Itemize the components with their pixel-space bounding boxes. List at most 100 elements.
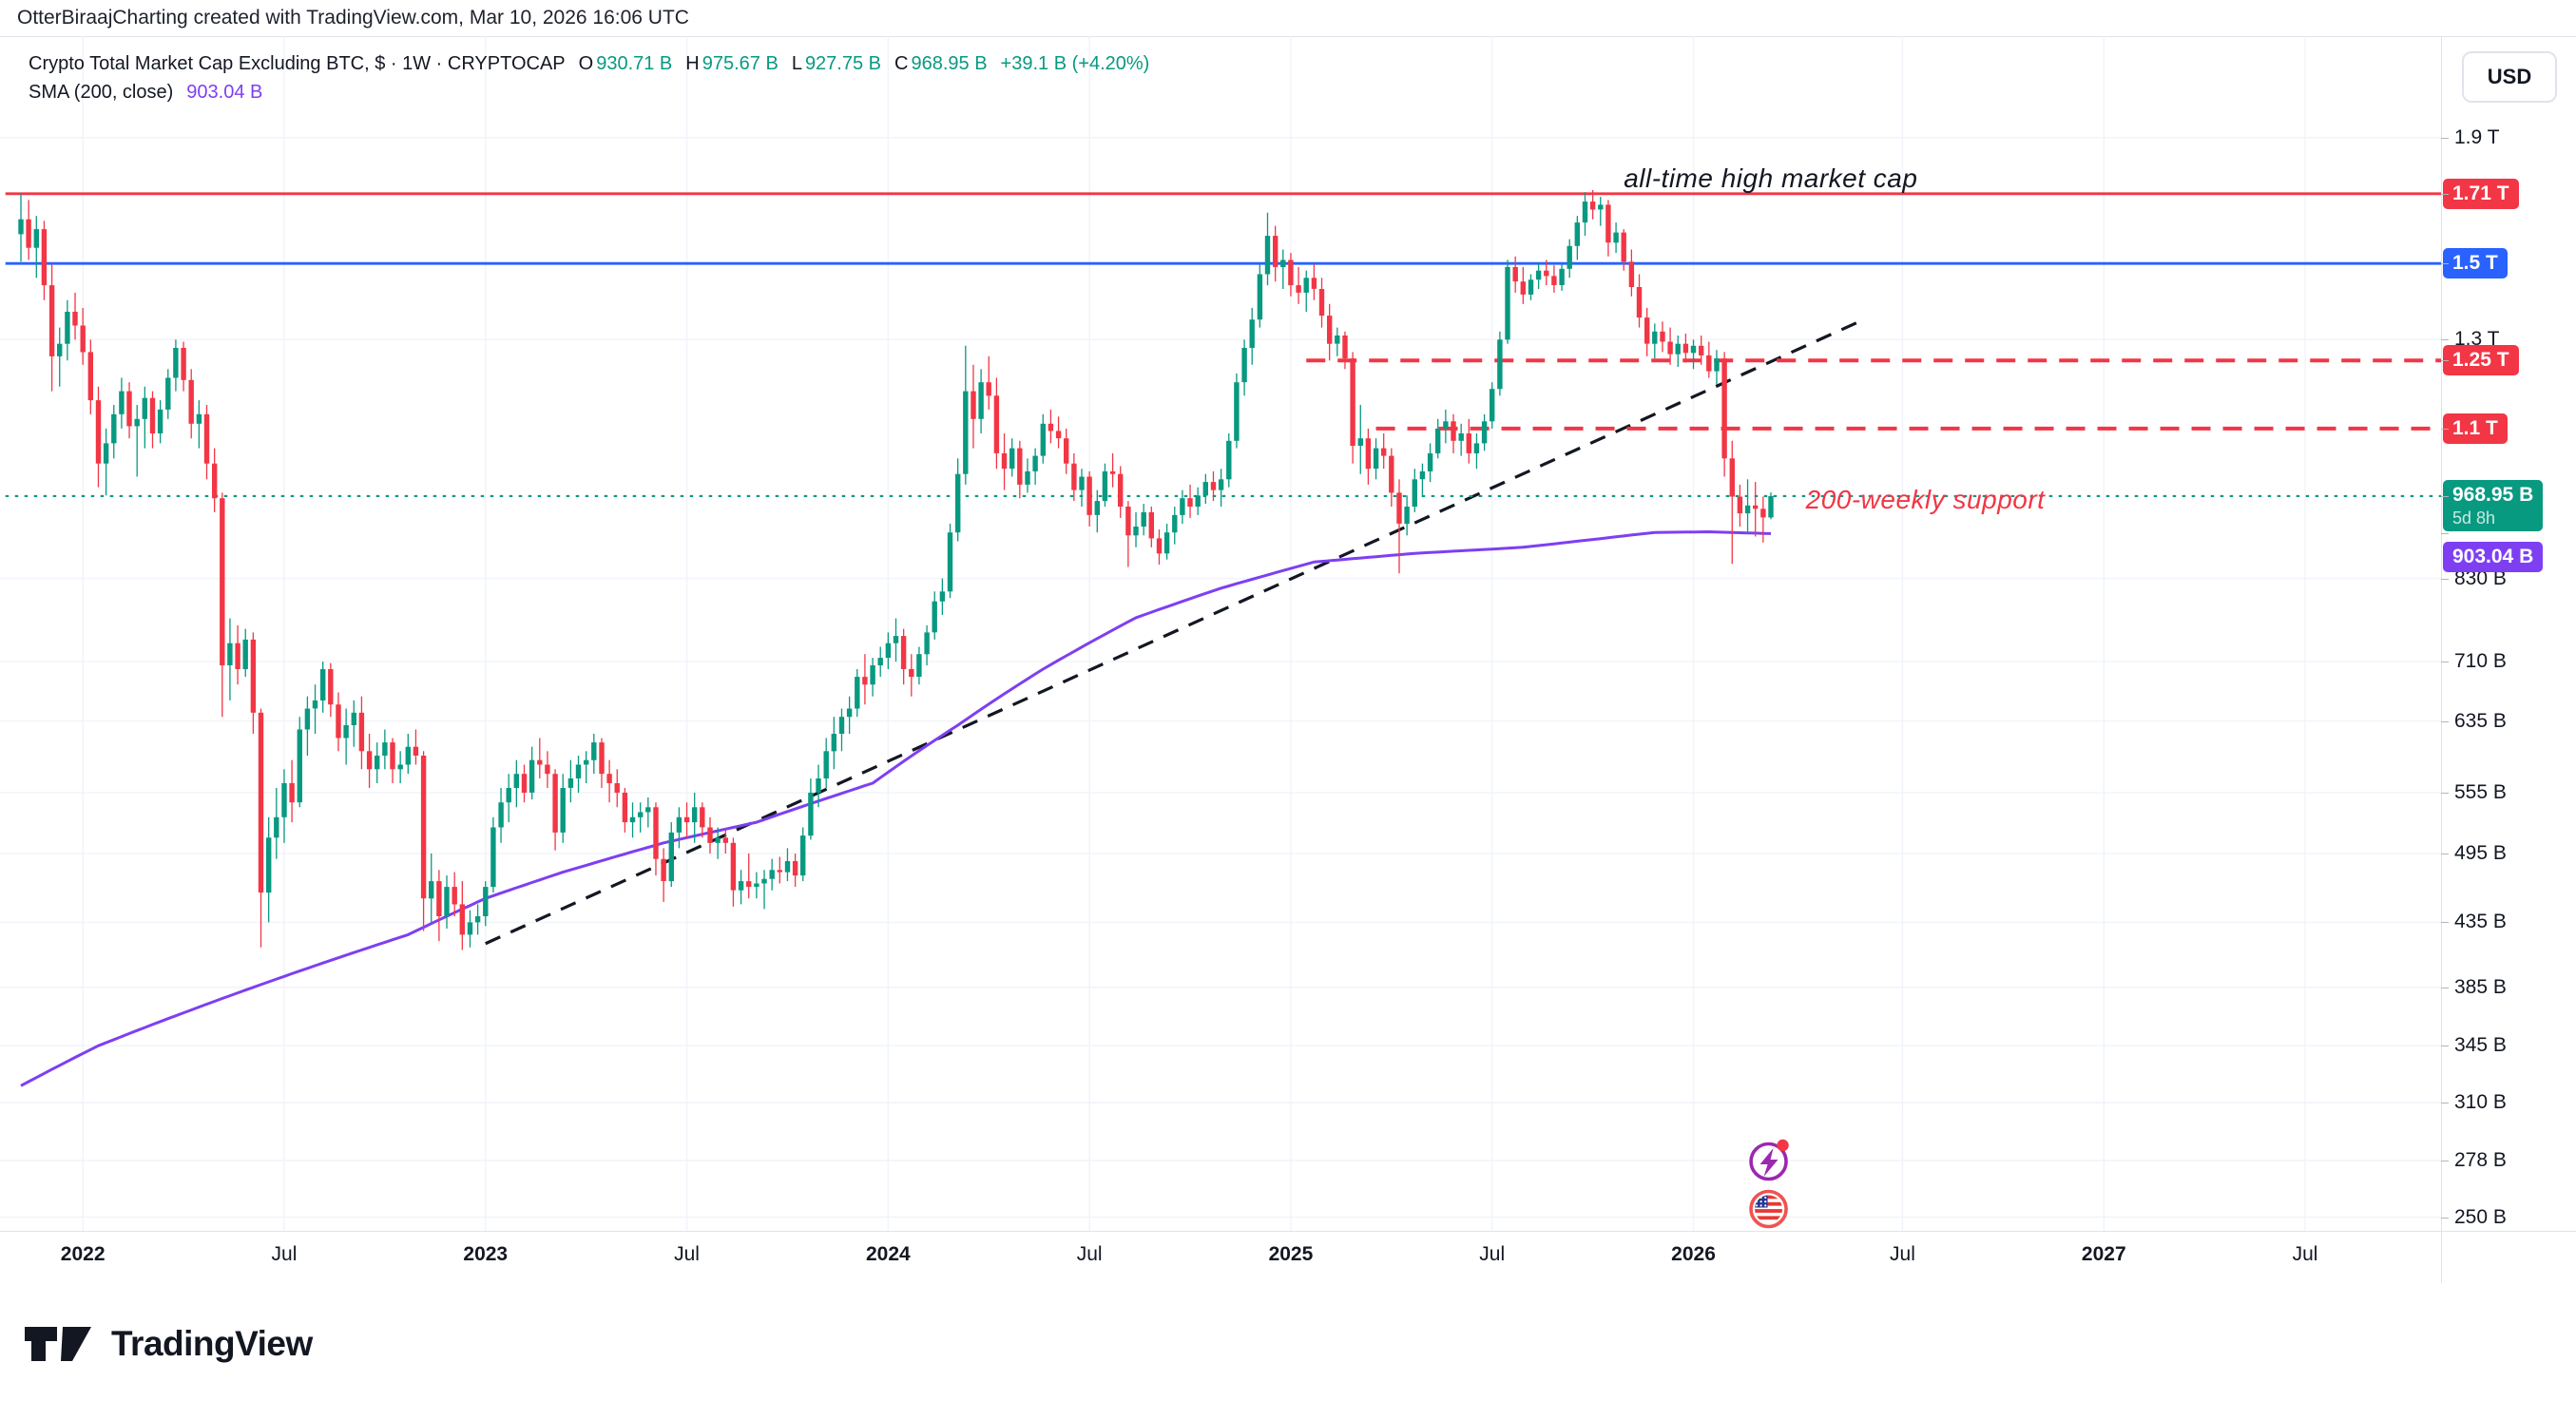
candle-body <box>413 746 419 756</box>
candle-body <box>95 400 102 464</box>
candle-body <box>1427 452 1433 471</box>
candle-body <box>444 887 450 916</box>
price-tick-label: 635 B <box>2454 709 2507 732</box>
candle-body <box>683 816 690 823</box>
candle-body <box>1737 496 1743 514</box>
candle-body <box>769 870 775 879</box>
candle-body <box>119 391 125 414</box>
us-economic-events-icon[interactable] <box>1749 1189 1788 1229</box>
indicator-label: SMA (200, close) <box>29 82 174 103</box>
candle-body <box>924 632 930 655</box>
candle-body <box>1318 289 1325 317</box>
candle-body <box>761 878 767 884</box>
candle-body <box>1682 343 1689 354</box>
candle-body <box>1210 482 1217 490</box>
candle-body <box>103 443 109 464</box>
candle-body <box>375 756 380 770</box>
candle-body <box>1001 452 1008 470</box>
candle-body <box>157 409 163 433</box>
price-tick-label: 435 B <box>2454 911 2507 933</box>
candle-body <box>1497 339 1503 390</box>
candle-body <box>1567 245 1572 269</box>
candle-body <box>459 904 465 935</box>
candle-body <box>661 858 666 881</box>
crypto-events-icon[interactable] <box>1749 1139 1789 1181</box>
candle-body <box>575 764 582 778</box>
ohlc-close: C 968.95 B <box>894 53 988 74</box>
candle-body <box>1064 438 1069 464</box>
sma-200-line[interactable] <box>20 530 1772 1087</box>
candle-body <box>653 807 659 859</box>
candle-body <box>1342 336 1348 358</box>
candle-body <box>552 774 558 833</box>
candle-body <box>1350 358 1355 446</box>
candle-body <box>227 643 233 665</box>
candlestick-series <box>18 189 1774 950</box>
candle-body <box>870 665 875 685</box>
candle-body <box>1296 285 1301 293</box>
price-tick-label: 278 B <box>2454 1149 2507 1172</box>
candle-body <box>382 742 388 756</box>
trendline-dashed[interactable] <box>485 317 1865 946</box>
candle-body <box>676 816 682 833</box>
price-tick-mark <box>2441 360 2449 362</box>
price-tick-label: 1.3 T <box>2454 328 2500 351</box>
candle-body <box>993 395 1000 453</box>
time-axis-label: Jul <box>1890 1243 1915 1265</box>
candle-body <box>436 881 442 916</box>
time-axis-label: 2022 <box>60 1243 106 1265</box>
candle-body <box>420 756 427 899</box>
candle-body <box>203 413 210 464</box>
tradingview-logo[interactable]: TradingView <box>23 1323 313 1365</box>
candle-body <box>474 916 481 923</box>
candle-body <box>281 783 287 817</box>
candle-body <box>1288 259 1294 286</box>
support-annotation[interactable]: 200-weekly support <box>1805 485 2046 515</box>
candle-body <box>1551 276 1557 285</box>
price-tick-label: 830 B <box>2454 566 2507 589</box>
candle-body <box>351 712 356 725</box>
candle-body <box>730 842 737 891</box>
candle-body <box>1404 507 1410 524</box>
symbol-row[interactable]: Crypto Total Market Cap Excluding BTC, $… <box>29 49 1149 78</box>
candle-body <box>1443 421 1449 429</box>
candle-body <box>320 669 326 700</box>
price-badge-level: 1.25 T <box>2443 345 2519 376</box>
time-axis[interactable] <box>0 1231 2441 1283</box>
ohlc-open: O 930.71 B <box>578 53 673 74</box>
price-tick-label: 710 B <box>2454 650 2507 673</box>
candle-body <box>41 229 48 286</box>
candle-body <box>916 654 922 677</box>
candle-body <box>978 382 984 419</box>
candle-body <box>1373 448 1379 470</box>
candle-body <box>80 325 86 353</box>
candle-body <box>932 601 937 633</box>
candle-body <box>816 778 821 793</box>
candle-body <box>1187 498 1193 507</box>
indicator-value: 903.04 B <box>186 82 263 103</box>
candle-body <box>1335 336 1340 344</box>
price-badge-level: 1.5 T <box>2443 248 2508 279</box>
currency-toggle-button[interactable]: USD <box>2462 51 2557 103</box>
candle-body <box>289 783 295 803</box>
candle-body <box>1760 509 1766 518</box>
candle-body <box>838 717 845 734</box>
time-axis-label: Jul <box>1479 1243 1506 1265</box>
candle-body <box>57 343 63 356</box>
candle-body <box>87 352 93 401</box>
candle-body <box>490 827 496 888</box>
candle-body <box>188 379 194 424</box>
candle-body <box>258 712 264 893</box>
ath-annotation[interactable]: all-time high market cap <box>1624 163 1918 194</box>
price-tick-label: 555 B <box>2454 780 2507 803</box>
candle-body <box>1025 470 1030 485</box>
price-tick-label: 1.9 T <box>2454 125 2500 148</box>
candle-body <box>1040 423 1046 456</box>
candle-body <box>1605 204 1611 243</box>
indicator-row[interactable]: SMA (200, close) 903.04 B <box>29 78 1149 106</box>
candle-body <box>1699 345 1704 355</box>
candle-body <box>831 734 836 752</box>
candle-body <box>947 532 953 592</box>
